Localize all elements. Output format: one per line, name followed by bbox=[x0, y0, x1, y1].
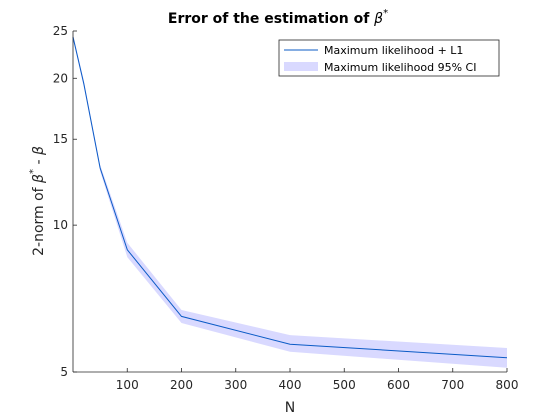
x-tick-label: 400 bbox=[279, 378, 302, 392]
y-tick-label: 10 bbox=[53, 218, 68, 232]
y-ticks: 5 10 15 20 25 bbox=[53, 24, 77, 379]
y-tick-label: 15 bbox=[53, 132, 68, 146]
legend-label-band: Maximum likelihood 95% CI bbox=[324, 61, 476, 74]
x-tick-label: 800 bbox=[496, 378, 519, 392]
series-line bbox=[72, 36, 508, 359]
legend-label-series: Maximum likelihood + L1 bbox=[324, 44, 463, 57]
y-axis-label: 2-norm of β* - β bbox=[28, 146, 47, 256]
x-tick-label: 600 bbox=[387, 378, 410, 392]
chart-title: Error of the estimation of β* bbox=[168, 8, 388, 27]
plot-area bbox=[72, 34, 508, 368]
x-ticks: 100 200 300 400 500 600 700 800 bbox=[116, 368, 519, 392]
x-tick-label: 200 bbox=[170, 378, 193, 392]
x-tick-label: 500 bbox=[333, 378, 356, 392]
x-tick-label: 700 bbox=[441, 378, 464, 392]
y-tick-label: 5 bbox=[60, 365, 68, 379]
y-tick-label: 20 bbox=[53, 71, 68, 85]
y-tick-label: 25 bbox=[53, 24, 68, 38]
x-tick-label: 300 bbox=[224, 378, 247, 392]
x-axis-label: N bbox=[285, 400, 295, 416]
legend-band-swatch bbox=[284, 62, 318, 71]
legend: Maximum likelihood + L1 Maximum likeliho… bbox=[278, 39, 500, 77]
x-tick-label: 100 bbox=[116, 378, 139, 392]
